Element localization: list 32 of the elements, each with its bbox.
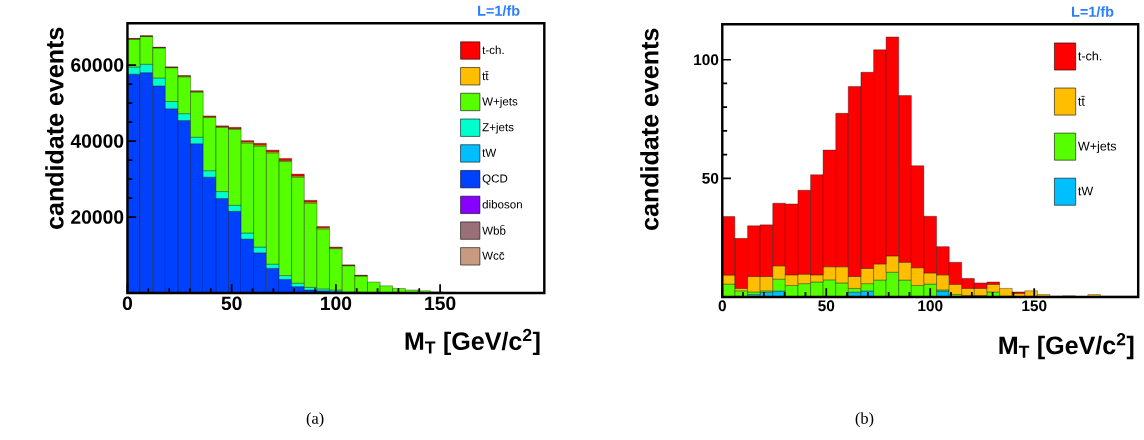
legend-label: tW [1078, 186, 1094, 196]
x-tick-label: 50 [818, 300, 835, 312]
x-tick-label: 50 [221, 296, 242, 311]
legend-label: diboson [482, 199, 522, 209]
y-tick-label: 20000 [71, 210, 124, 224]
legend-label: t-ch. [482, 45, 504, 55]
x-tick-label: 0 [122, 296, 133, 311]
x-axis-title: M$_{T}$ [GeV/c$^{2}$] [405, 328, 540, 355]
legend-label: Wcc̄ [482, 251, 505, 260]
legend-label: tt̄ [1078, 95, 1085, 106]
y-axis-title: candidate events [45, 27, 64, 229]
x-axis-title: M$_{T}$ [GeV/c$^{2}$] [999, 333, 1134, 360]
y-axis-title: candidate events [640, 28, 659, 230]
legend-label: W+jets [482, 97, 518, 108]
y-tick-label: 60000 [71, 58, 124, 72]
legend-label: Wbb̄ [482, 225, 506, 235]
y-tick-label: 40000 [70, 134, 124, 148]
legend-label: tt̄ [482, 70, 489, 81]
text: (a) [306, 412, 324, 428]
legend-label: t-ch. [1078, 51, 1102, 61]
x-tick-label: 0 [718, 300, 726, 312]
legend-label: QCD [482, 174, 508, 185]
legend-label: Z+jets [482, 122, 514, 134]
chart-title: L=1/fb [1071, 6, 1114, 17]
x-tick-label: 150 [1022, 300, 1047, 312]
chart-title: L=1/fb [478, 5, 520, 16]
text: (b) [855, 412, 874, 428]
x-tick-label: 100 [321, 296, 352, 311]
x-tick-label: 150 [425, 296, 456, 311]
legend-label: tW [482, 148, 497, 157]
x-tick-label: 100 [918, 300, 943, 312]
legend-label: W+jets [1077, 141, 1117, 154]
